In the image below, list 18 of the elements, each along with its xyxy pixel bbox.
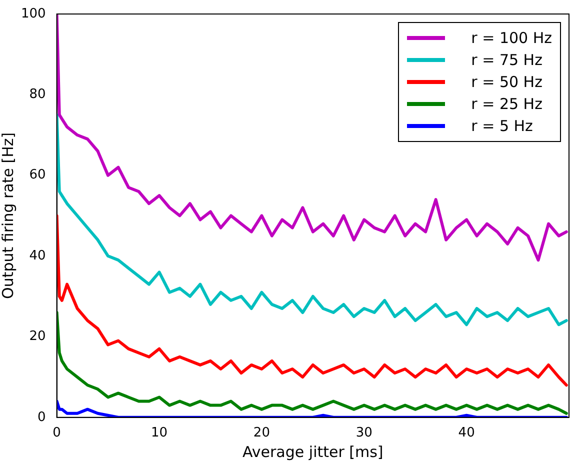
legend-label: r = 25 Hz bbox=[471, 95, 542, 113]
y-tick-label: 60 bbox=[29, 168, 46, 183]
y-tick-label: 40 bbox=[29, 248, 46, 264]
legend-label: r = 100 Hz bbox=[471, 29, 552, 47]
x-tick-label: 40 bbox=[458, 426, 475, 441]
legend-label: r = 75 Hz bbox=[471, 51, 542, 69]
legend-label: r = 50 Hz bbox=[471, 73, 542, 91]
x-tick-label: 0 bbox=[52, 426, 61, 441]
legend-label: r = 5 Hz bbox=[471, 117, 533, 135]
x-tick-label: 10 bbox=[150, 426, 168, 441]
y-tick-label: 100 bbox=[20, 6, 46, 22]
y-tick-label: 20 bbox=[29, 329, 46, 344]
x-tick-label: 30 bbox=[356, 426, 372, 441]
y-tick-label: 80 bbox=[29, 87, 46, 102]
y-axis-title: Output firing rate [Hz] bbox=[0, 132, 17, 299]
y-tick-label: 0 bbox=[38, 410, 46, 425]
x-tick-label: 20 bbox=[253, 426, 270, 441]
x-axis-title: Average jitter [ms] bbox=[242, 442, 384, 461]
